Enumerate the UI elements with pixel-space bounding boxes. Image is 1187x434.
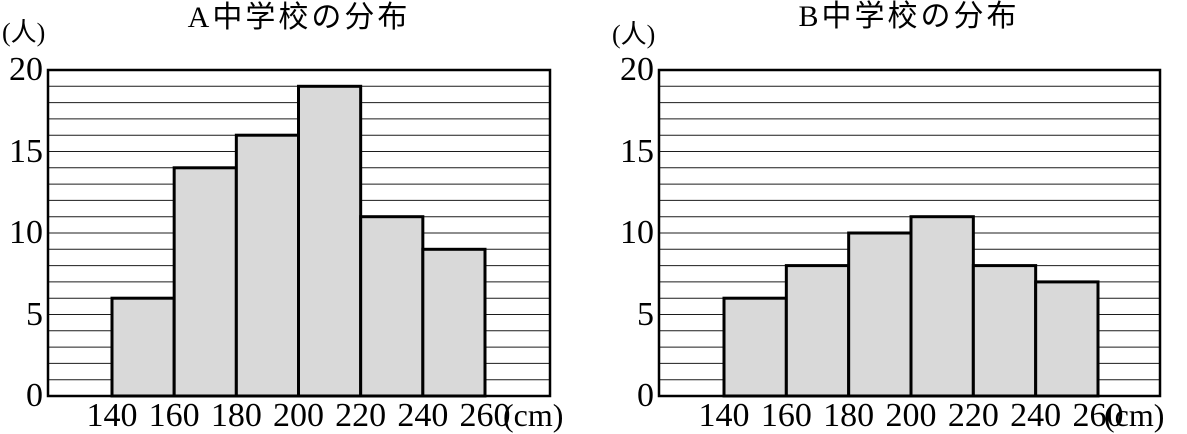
- chart-b-x-tick-label-200: 200: [885, 397, 937, 434]
- chart-a-bar-180-200: [234, 133, 300, 398]
- chart-a-plot-area: [46, 68, 552, 398]
- chart-b-bar-160-180: [784, 264, 851, 398]
- chart-a-plot-border: [46, 68, 552, 398]
- chart-a-y-tick-label-0: 0: [26, 377, 43, 414]
- chart-a-y-tick-label-20: 20: [9, 51, 43, 88]
- chart-b-bar-140-160: [722, 296, 788, 398]
- chart-b-x-tick-label-220: 220: [947, 397, 999, 434]
- chart-b-bar-220-240: [971, 264, 1038, 398]
- chart-a-bar-240-260: [421, 247, 487, 398]
- chart-a-y-tick-label-15: 15: [9, 132, 43, 170]
- chart-b-bar-180-200: [847, 231, 913, 398]
- chart-b-y-tick-label-5: 5: [637, 295, 654, 333]
- chart-b-x-tick-label-260: 260: [1072, 397, 1124, 434]
- chart-b-plot-area: [657, 68, 1162, 398]
- chart-b-x-tick-label-180: 180: [823, 397, 875, 434]
- chart-a-title: A中学校の分布: [187, 1, 411, 34]
- chart-a-x-tick-label-180: 180: [210, 397, 262, 434]
- chart-a-x-tick-label-220: 220: [335, 397, 387, 434]
- chart-a-bar-160-180: [172, 166, 238, 398]
- chart-b-bar-240-260: [1034, 280, 1100, 398]
- chart-a-y-axis-unit-label: (人): [2, 18, 46, 47]
- chart-b-y-tick-label-10: 10: [620, 214, 654, 251]
- chart-a-bar-200-220: [297, 84, 363, 398]
- chart-b-y-tick-label-20: 20: [620, 51, 654, 88]
- chart-b-y-tick-label-15: 15: [620, 132, 654, 170]
- chart-b-y-tick-label-0: 0: [637, 377, 654, 414]
- chart-b-plot-border: [657, 68, 1162, 398]
- chart-a-x-tick-label-160: 160: [148, 397, 200, 434]
- chart-b-x-tick-label-240: 240: [1010, 397, 1062, 434]
- chart-b-x-tick-label-160: 160: [760, 397, 812, 434]
- chart-a-bar-140-160: [110, 296, 176, 398]
- chart-b-y-axis-unit-label: (人): [612, 20, 656, 49]
- chart-a-x-tick-label-200: 200: [273, 397, 324, 434]
- chart-a-bar-220-240: [359, 215, 425, 398]
- chart-a-x-tick-label-260: 260: [459, 397, 511, 434]
- chart-b-title: B中学校の分布: [798, 0, 1020, 33]
- chart-a-x-tick-label-240: 240: [397, 397, 449, 434]
- chart-a-y-tick-label-5: 5: [26, 295, 43, 333]
- chart-b-bar-200-220: [909, 215, 975, 398]
- chart-a-x-tick-label-140: 140: [86, 397, 138, 434]
- chart-a-y-tick-label-10: 10: [9, 214, 43, 251]
- chart-b-x-tick-label-140: 140: [698, 397, 750, 434]
- chart-b-x-axis-unit-label: (cm): [1104, 397, 1165, 433]
- chart-a-x-axis-unit-label: (cm): [503, 397, 564, 433]
